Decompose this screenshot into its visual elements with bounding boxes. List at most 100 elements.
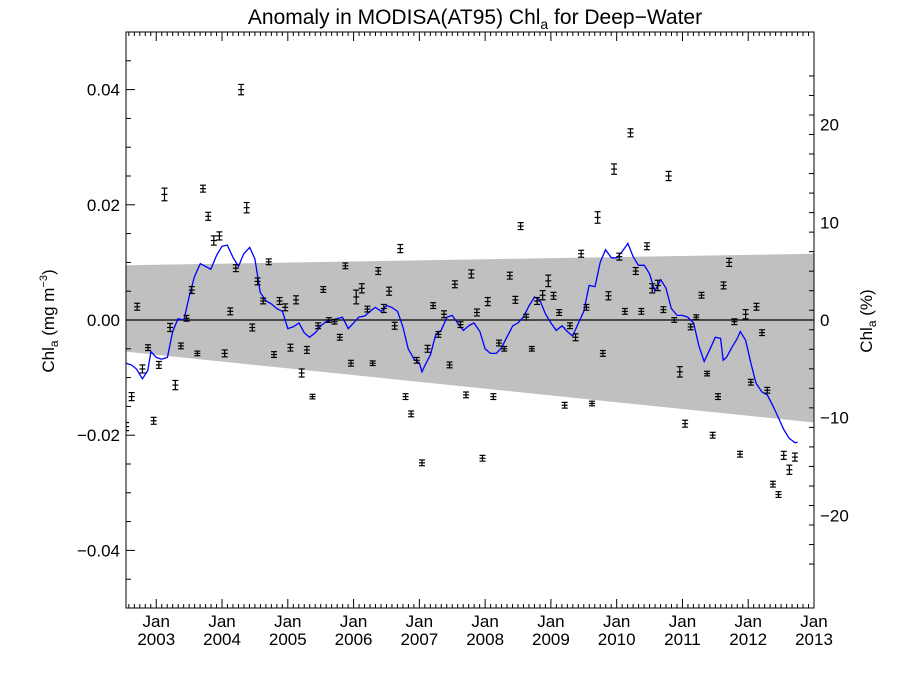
- y-axis-left-label-main: Chl: [39, 347, 58, 373]
- data-point: [693, 314, 700, 321]
- data-point: [243, 201, 250, 214]
- data-point: [270, 351, 277, 359]
- data-point: [188, 285, 195, 295]
- data-point: [638, 307, 645, 315]
- data-point: [682, 419, 689, 428]
- data-point: [342, 262, 349, 270]
- y-left-tick-label: 0.04: [87, 81, 120, 100]
- data-point: [134, 302, 141, 311]
- data-point: [572, 333, 579, 342]
- data-point: [172, 379, 179, 391]
- data-point: [446, 361, 453, 369]
- data-point: [528, 345, 535, 352]
- smoothed-line: [126, 242, 798, 444]
- y-axis-left-label-sub: a: [47, 340, 61, 347]
- data-point: [298, 368, 305, 378]
- data-point: [155, 360, 162, 369]
- data-point: [594, 211, 601, 224]
- data-point: [402, 393, 409, 401]
- data-point: [501, 345, 508, 352]
- data-point: [534, 296, 541, 306]
- data-point: [441, 310, 448, 319]
- data-point: [583, 303, 590, 311]
- y-axis-left-label-sup: −3: [38, 275, 50, 288]
- data-point: [194, 350, 201, 357]
- data-point: [611, 163, 618, 175]
- data-point: [254, 277, 261, 286]
- data-point: [227, 307, 234, 316]
- data-point: [605, 291, 612, 301]
- data-point: [320, 285, 327, 293]
- data-point: [150, 416, 157, 425]
- data-point: [167, 322, 174, 333]
- x-tick-label-month: Jan: [603, 612, 630, 631]
- data-point: [353, 289, 360, 305]
- data-point: [561, 401, 568, 409]
- data-point: [506, 271, 513, 280]
- data-point: [490, 393, 497, 401]
- data-point: [418, 459, 425, 467]
- data-point: [424, 344, 431, 353]
- data-point: [484, 296, 491, 307]
- plot-area: [126, 83, 814, 499]
- data-point: [671, 317, 678, 323]
- y-axis-left-label-close: ): [39, 269, 58, 275]
- data-point: [665, 170, 672, 182]
- data-point: [599, 349, 606, 357]
- data-point: [550, 291, 557, 300]
- data-point: [139, 364, 146, 374]
- y-right-tick-label: −20: [820, 506, 849, 525]
- data-point: [205, 211, 212, 221]
- data-point: [545, 274, 552, 288]
- data-point: [621, 307, 628, 315]
- data-point: [737, 450, 744, 458]
- data-point: [698, 291, 705, 299]
- data-point: [397, 243, 404, 254]
- data-point: [199, 184, 206, 193]
- data-point: [145, 344, 152, 352]
- x-tick-label-month: Jan: [143, 612, 170, 631]
- data-point: [660, 306, 667, 314]
- y-axis-right-label-tail: (%): [857, 289, 876, 320]
- data-point: [309, 393, 316, 400]
- y-axis-right-label: Chla (%): [857, 289, 879, 352]
- data-point: [566, 322, 573, 330]
- y-axis-left-label-tail: (mg m: [39, 288, 58, 341]
- data-point: [347, 359, 354, 367]
- data-point: [704, 370, 711, 377]
- data-point: [457, 321, 464, 329]
- x-tick-label-year: 2011: [664, 630, 701, 649]
- confidence-band: [126, 253, 814, 423]
- data-point: [413, 356, 420, 364]
- data-point: [512, 295, 519, 304]
- x-tick-label-month: Jan: [471, 612, 498, 631]
- y-left-tick-label: 0.00: [87, 311, 120, 330]
- x-tick-label-month: Jan: [274, 612, 301, 631]
- data-point: [742, 309, 749, 320]
- x-tick-label-month: Jan: [537, 612, 564, 631]
- data-point: [676, 366, 683, 378]
- data-point: [759, 329, 766, 337]
- data-point: [293, 295, 300, 305]
- y-axis-right-label-main: Chl: [857, 327, 876, 353]
- data-point: [232, 264, 239, 273]
- data-point: [468, 269, 475, 279]
- data-point: [386, 286, 393, 296]
- x-tick-label-month: Jan: [208, 612, 235, 631]
- data-point: [627, 128, 634, 138]
- data-point: [479, 454, 486, 462]
- x-tick-label-month: Jan: [800, 612, 827, 631]
- data-point: [463, 391, 470, 399]
- data-point: [764, 386, 771, 394]
- data-point: [451, 280, 458, 289]
- data-point: [282, 303, 289, 312]
- data-point: [375, 266, 382, 276]
- chart-title: Anomaly in MODISA(AT95) Chla for Deep−Wa…: [248, 6, 702, 32]
- data-point: [791, 452, 798, 462]
- data-point: [517, 222, 524, 231]
- data-point: [249, 323, 256, 332]
- data-point: [331, 318, 338, 325]
- data-point: [720, 281, 727, 290]
- data-point: [649, 283, 656, 294]
